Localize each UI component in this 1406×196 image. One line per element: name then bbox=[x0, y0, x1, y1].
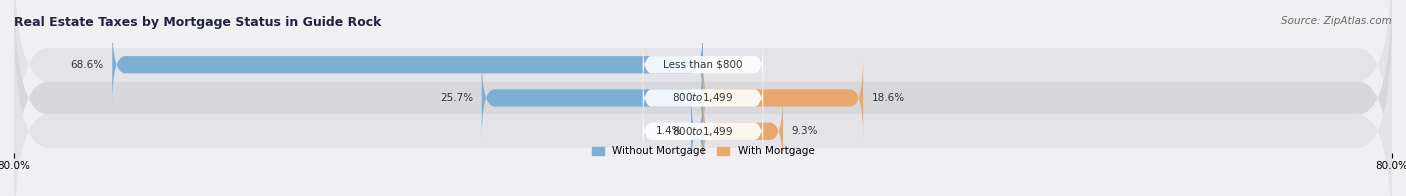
FancyBboxPatch shape bbox=[703, 90, 783, 172]
FancyBboxPatch shape bbox=[690, 90, 704, 172]
FancyBboxPatch shape bbox=[14, 0, 1392, 196]
FancyBboxPatch shape bbox=[14, 0, 1392, 181]
FancyBboxPatch shape bbox=[482, 57, 703, 139]
Text: 1.4%: 1.4% bbox=[655, 126, 682, 136]
Text: 9.3%: 9.3% bbox=[792, 126, 818, 136]
Text: Less than $800: Less than $800 bbox=[664, 60, 742, 70]
Text: 25.7%: 25.7% bbox=[440, 93, 472, 103]
FancyBboxPatch shape bbox=[14, 15, 1392, 196]
Legend: Without Mortgage, With Mortgage: Without Mortgage, With Mortgage bbox=[592, 146, 814, 156]
Text: 68.6%: 68.6% bbox=[70, 60, 104, 70]
FancyBboxPatch shape bbox=[112, 24, 703, 106]
Text: 18.6%: 18.6% bbox=[872, 93, 905, 103]
FancyBboxPatch shape bbox=[643, 73, 763, 123]
Text: $800 to $1,499: $800 to $1,499 bbox=[672, 92, 734, 104]
FancyBboxPatch shape bbox=[703, 57, 863, 139]
FancyBboxPatch shape bbox=[643, 40, 763, 89]
FancyBboxPatch shape bbox=[643, 107, 763, 156]
Text: $800 to $1,499: $800 to $1,499 bbox=[672, 125, 734, 138]
Text: Source: ZipAtlas.com: Source: ZipAtlas.com bbox=[1281, 16, 1392, 26]
Text: Real Estate Taxes by Mortgage Status in Guide Rock: Real Estate Taxes by Mortgage Status in … bbox=[14, 16, 381, 29]
